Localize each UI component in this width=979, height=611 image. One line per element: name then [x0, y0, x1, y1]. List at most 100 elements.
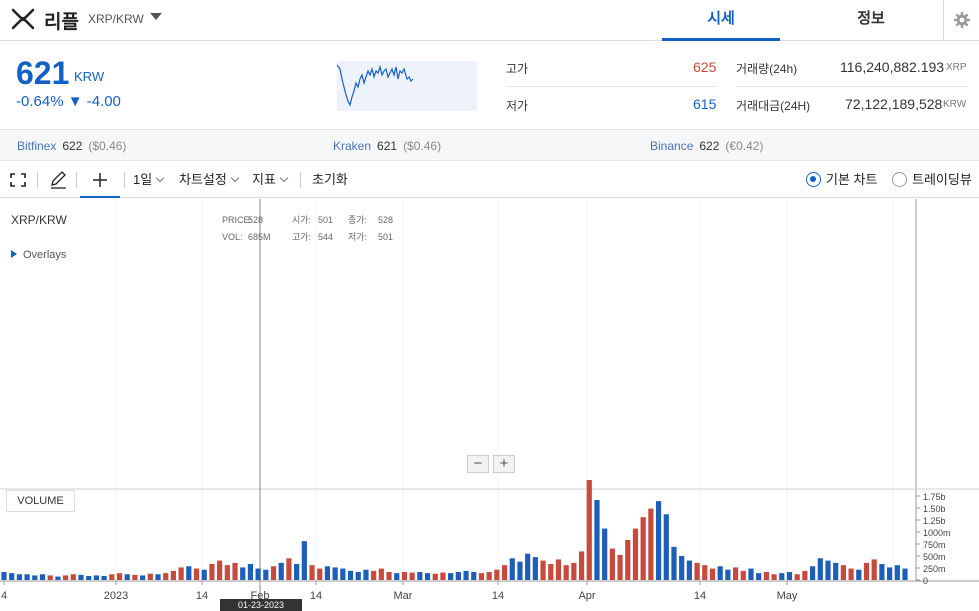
volume-bar [848, 568, 854, 580]
volume-bar [771, 574, 777, 580]
overlays-toggle[interactable]: Overlays [11, 249, 66, 261]
volume-bar [702, 565, 708, 580]
zoom-controls: − + [467, 455, 519, 473]
xrp-logo-icon [11, 8, 35, 30]
volume-bar [571, 562, 577, 580]
hud-close: 528 [378, 215, 394, 225]
volume-bar [163, 573, 169, 580]
indicators-menu[interactable]: 지표 [252, 162, 289, 198]
exchange-sub-price: ($0.46) [403, 139, 442, 153]
volume-bar [625, 540, 631, 580]
basic-chart-radio[interactable]: 기본 차트 [806, 162, 877, 198]
hud-label: 저가: [348, 232, 368, 242]
volume-bar [763, 572, 769, 580]
volume-bar [879, 564, 885, 580]
hud-label: VOL: [222, 232, 243, 242]
volume-bar [694, 562, 700, 580]
volume-tick-label: 1.50b [923, 504, 946, 514]
volume-bar [863, 562, 870, 580]
volume-bar [448, 573, 454, 580]
volume-bar [263, 569, 269, 580]
volume-tick-label: 750m [923, 540, 946, 550]
fullscreen-button[interactable] [10, 162, 26, 198]
volume-bar [70, 574, 76, 580]
volume-bar [401, 572, 408, 580]
tab-info[interactable]: 정보 [857, 10, 885, 27]
tradingview-radio[interactable]: 트레이딩뷰 [892, 162, 972, 198]
exchange-kraken[interactable]: Kraken 621 ($0.46) [333, 139, 441, 153]
volume-bar [409, 572, 415, 580]
hud-high: 544 [318, 232, 334, 242]
exchange-bar: Bitfinex 622 ($0.46) Kraken 621 ($0.46) Bina… [0, 129, 979, 161]
volume-bar [617, 554, 623, 580]
price-sparkline [337, 61, 477, 111]
volume-bar [856, 569, 862, 580]
volume-bar [124, 574, 130, 580]
volume-bar [270, 566, 277, 580]
x-tick-label: 14 [196, 590, 208, 602]
tradingview-label: 트레이딩뷰 [912, 172, 972, 187]
volume-bar [794, 574, 800, 580]
tab-price[interactable]: 시세 [662, 0, 780, 41]
volume-bar [155, 574, 161, 580]
volume-bar [548, 564, 554, 580]
indicators-label: 지표 [252, 172, 276, 187]
crosshair-date-label: 01-23-2023 [220, 599, 302, 611]
reset-button[interactable]: 초기화 [312, 172, 348, 187]
exchange-price: 622 [699, 139, 720, 153]
volume-bar [871, 559, 877, 580]
draw-button[interactable] [49, 162, 67, 198]
coin-dropdown-icon[interactable] [150, 13, 162, 20]
volume-tick-label: 500m [923, 552, 946, 562]
x-tick-label: 2023 [104, 590, 128, 602]
x-tick-label: 14 [694, 590, 706, 602]
volume-unit: XRP [946, 62, 967, 73]
gear-icon [954, 12, 970, 28]
amount-value: 72,122,189,528 [845, 96, 943, 112]
price-panel: 621 KRW -0.64% ▼ -4.00 고가 625 저가 615 거래량… [0, 41, 979, 121]
volume-bar [39, 574, 46, 580]
volume-bar [786, 572, 793, 580]
hud-price: 528 [248, 215, 264, 225]
volume-bar [717, 566, 723, 580]
volume-bar [471, 572, 477, 580]
settings-button[interactable] [943, 0, 979, 41]
interval-select[interactable]: 1일 [133, 162, 165, 198]
overlays-label: Overlays [23, 249, 67, 261]
x-tick-label: 4 [1, 590, 7, 602]
crosshair-icon [93, 173, 107, 187]
volume-bar [732, 567, 739, 580]
exchange-name: Binance [650, 139, 694, 153]
price-chart[interactable]: 4505005506006507001.75b1.50b1.25b1000m75… [0, 199, 979, 611]
volume-tick-label: 1.75b [923, 492, 946, 502]
chart-canvas[interactable]: 4505005506006507001.75b1.50b1.25b1000m75… [0, 199, 979, 609]
exchange-bitfinex[interactable]: Bitfinex 622 ($0.46) [17, 139, 126, 153]
x-tick-label: Mar [394, 590, 413, 602]
volume-bar [86, 576, 92, 580]
volume-bar [78, 574, 84, 580]
exchange-binance[interactable]: Binance 622 (€0.42) [650, 139, 763, 153]
crosshair-button[interactable] [80, 162, 120, 198]
zoom-out-button[interactable]: − [467, 455, 489, 473]
volume-tick-label: 0 [923, 576, 928, 586]
volume-bar [840, 565, 846, 580]
volume-panel-label: VOLUME [6, 490, 75, 512]
volume-bar [525, 553, 531, 580]
volume-bar [324, 566, 331, 580]
radio-checked-icon [806, 172, 821, 188]
zoom-in-button[interactable]: + [493, 455, 515, 473]
volume-bar [640, 517, 646, 580]
radio-unchecked-icon [892, 172, 907, 188]
chart-settings-menu[interactable]: 차트설정 [179, 162, 240, 198]
volume-bar [224, 565, 230, 580]
volume-bar [486, 572, 492, 580]
volume-bar [424, 573, 431, 580]
volume-bar [563, 565, 569, 580]
volume-bar [555, 559, 562, 580]
chart-pair-label: XRP/KRW [11, 213, 67, 227]
exchange-sub-price: ($0.46) [88, 139, 127, 153]
volume-bar [286, 558, 292, 580]
volume-bar [301, 541, 307, 580]
volume-bar [247, 564, 254, 580]
amount-label: 거래대금(24H) [736, 99, 811, 113]
